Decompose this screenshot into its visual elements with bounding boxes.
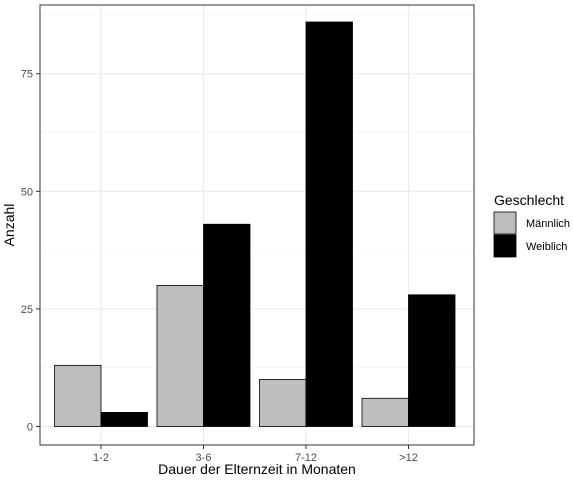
legend-label-0: Männlich [526, 218, 570, 230]
legend-title: Geschlecht [494, 192, 564, 208]
y-tick-label: 25 [21, 304, 33, 316]
x-tick-label: 7-12 [295, 452, 317, 464]
bar-m-nnlich-2 [259, 379, 307, 427]
x-tick-label: 1-2 [93, 452, 109, 464]
bar-m-nnlich-1 [156, 284, 204, 427]
bar-weiblich-3 [408, 294, 456, 427]
y-tick-label: 50 [21, 186, 33, 198]
bar-m-nnlich-3 [361, 397, 409, 427]
legend-key-0 [493, 211, 517, 235]
bar-weiblich-1 [203, 223, 251, 427]
x-axis-title: Dauer der Elternzeit in Monaten [158, 461, 356, 477]
bar-weiblich-2 [305, 21, 353, 427]
bars [54, 21, 456, 427]
legend-key-1 [493, 234, 517, 258]
x-tick-label: >12 [399, 452, 418, 464]
legend-label-1: Weiblich [526, 241, 567, 253]
y-tick-label: 0 [27, 422, 33, 434]
legend: Geschlecht Männlich Weiblich [493, 192, 570, 258]
x-tick-label: 3-6 [196, 452, 212, 464]
y-axis-title: Anzahl [1, 204, 17, 247]
bar-weiblich-0 [100, 411, 148, 427]
y-tick-label: 75 [21, 69, 33, 81]
bar-m-nnlich-0 [54, 364, 102, 427]
axes: 0 25 50 75 1-2 3-6 7-12 >12 [21, 69, 418, 464]
plot-panel-border [39, 4, 475, 446]
